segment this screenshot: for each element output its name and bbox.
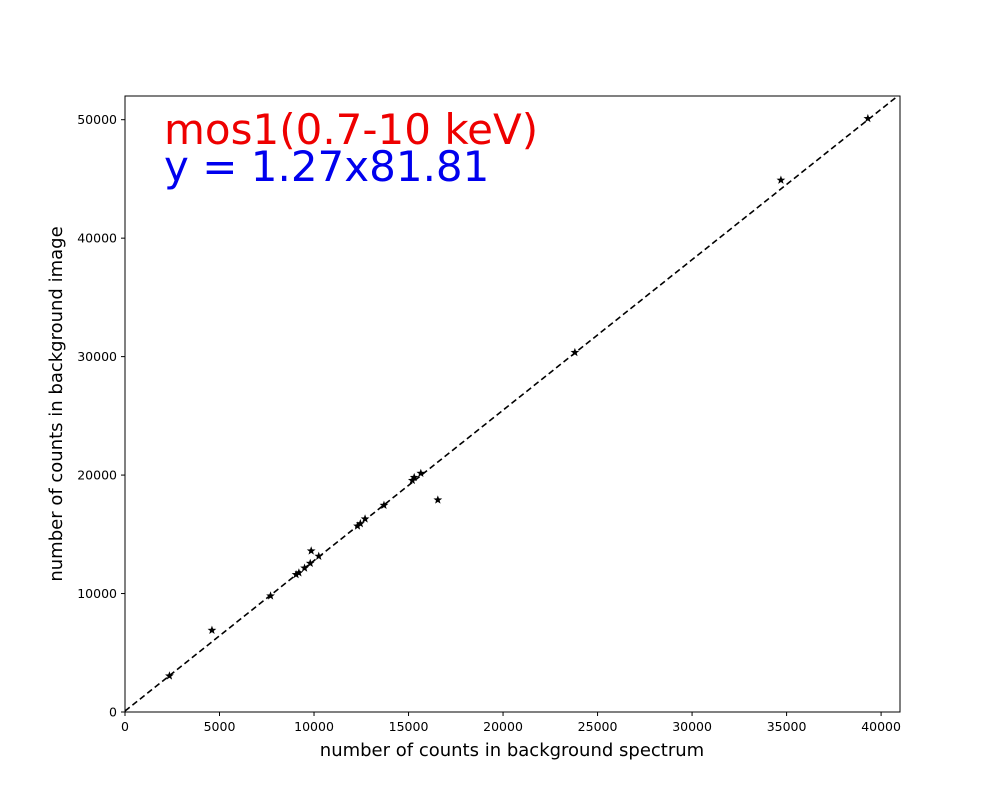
y-tick-label: 50000 <box>77 112 117 127</box>
x-tick-label: 20000 <box>483 719 523 734</box>
x-axis-label: number of counts in background spectrum <box>320 740 704 761</box>
x-tick-label: 30000 <box>672 719 712 734</box>
data-points-layer <box>165 113 873 680</box>
plot-frame <box>124 95 901 713</box>
data-point-6 <box>305 558 315 568</box>
data-point-11 <box>360 514 370 523</box>
y-tick-label: 0 <box>109 705 117 720</box>
y-axis-label: number of counts in background image <box>46 226 67 581</box>
y-tick-label: 40000 <box>77 231 117 246</box>
x-tick-label: 40000 <box>861 719 901 734</box>
data-point-19 <box>863 113 873 123</box>
data-point-15 <box>416 468 426 478</box>
data-point-18 <box>776 175 786 184</box>
x-tick-label: 5000 <box>204 719 236 734</box>
annotation-instrument: mos1(0.7-10 keV) <box>164 105 538 154</box>
x-tick-label: 25000 <box>578 719 618 734</box>
y-tick-label: 10000 <box>77 586 117 601</box>
data-point-10 <box>355 519 365 528</box>
data-point-3 <box>291 569 301 579</box>
x-tick-label: 15000 <box>389 719 429 734</box>
x-tick-label: 35000 <box>767 719 807 734</box>
data-point-17 <box>570 347 580 357</box>
x-tick-label: 10000 <box>294 719 334 734</box>
data-point-0 <box>165 671 174 680</box>
y-tick-label: 30000 <box>77 349 117 364</box>
data-point-9 <box>353 521 362 530</box>
data-point-8 <box>314 551 324 560</box>
data-point-4 <box>294 568 304 577</box>
y-axis-ticks: 0 10000 20000 30000 40000 50000 <box>77 112 125 720</box>
fit-line-layer <box>125 96 900 712</box>
data-point-1 <box>207 625 217 634</box>
y-tick-label: 20000 <box>77 468 117 483</box>
fit-line <box>125 96 900 712</box>
x-tick-label: 0 <box>121 719 129 734</box>
data-point-16 <box>433 495 443 504</box>
data-point-12 <box>379 500 389 510</box>
data-point-2 <box>266 591 275 600</box>
data-point-5 <box>300 563 309 572</box>
x-axis-ticks: 0 5000 10000 15000 20000 25000 30000 35000 40000 <box>121 712 901 734</box>
annotation-fit-equation: y = 1.27x81.81 <box>164 142 489 191</box>
data-point-14 <box>409 472 419 482</box>
data-point-7 <box>306 546 316 555</box>
